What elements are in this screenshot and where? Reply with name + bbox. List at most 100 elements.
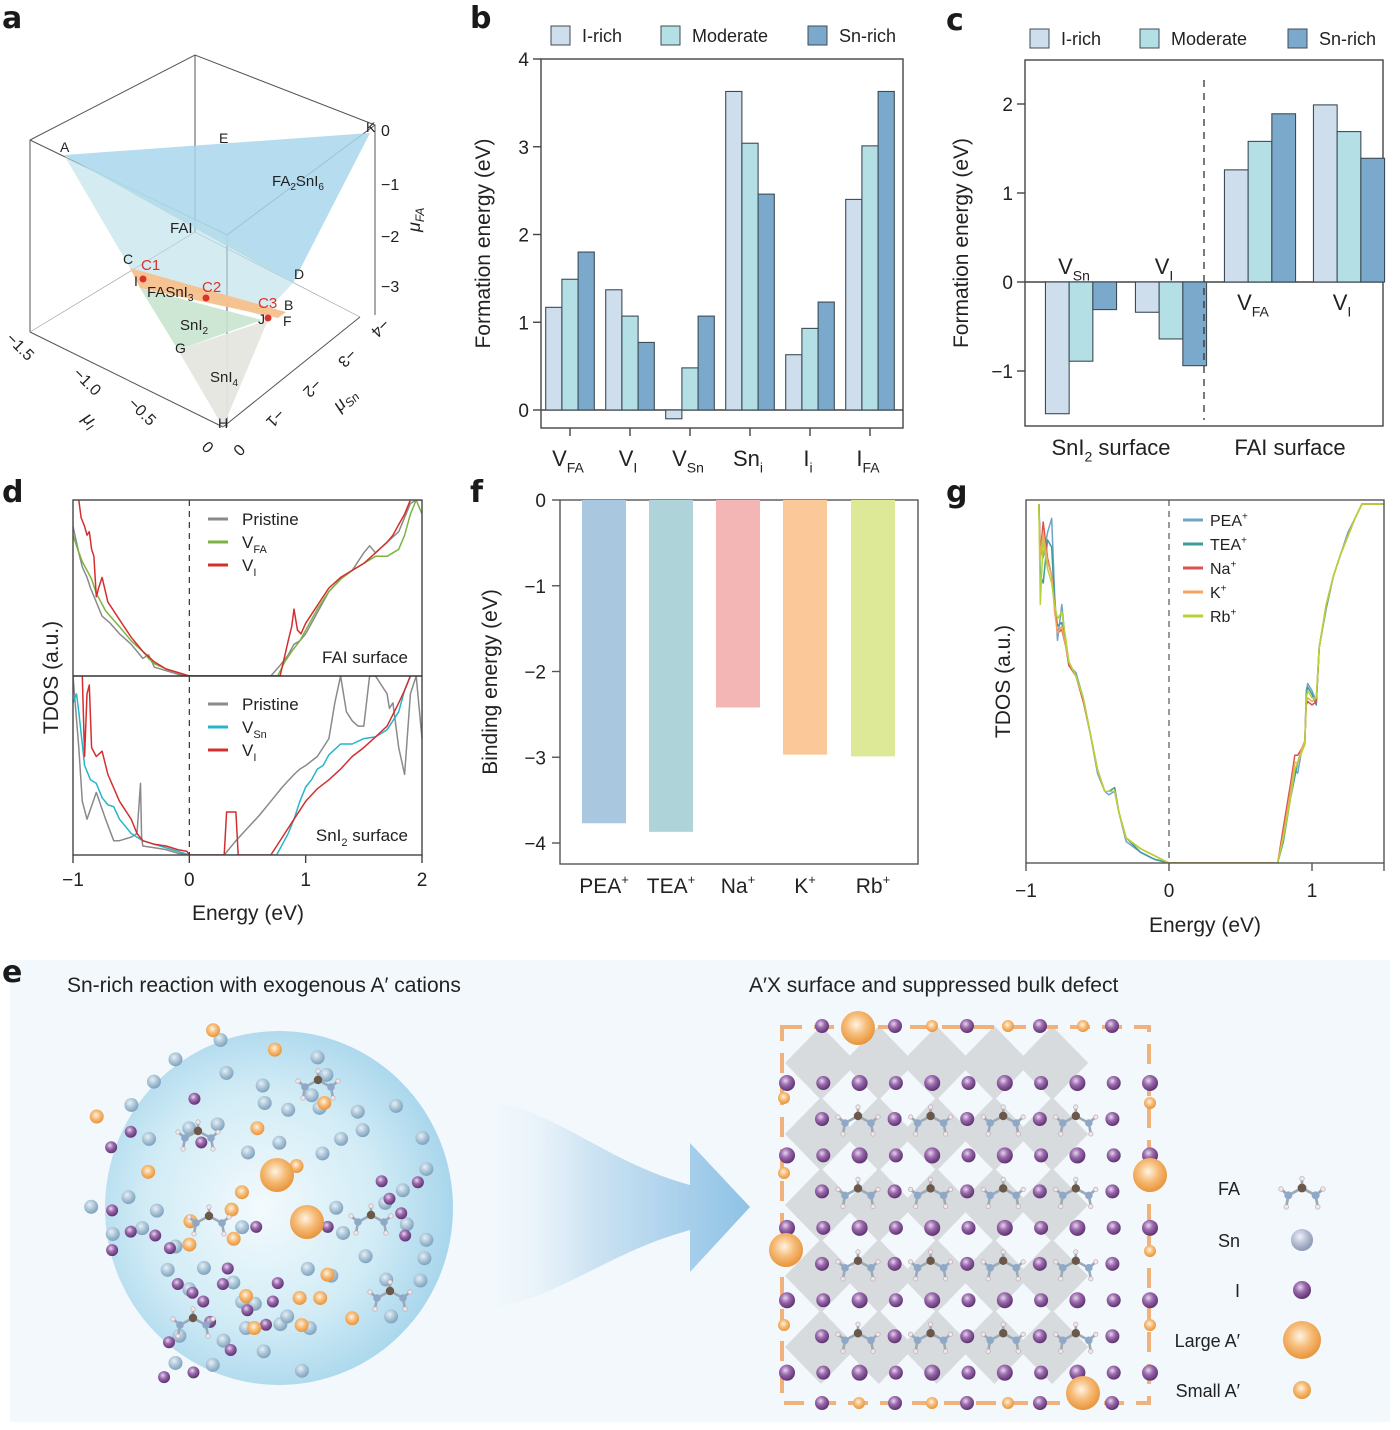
carbon-atom bbox=[193, 1126, 203, 1136]
legend-label-sn-rich: Sn-rich bbox=[1319, 29, 1376, 49]
hydrogen-atom bbox=[215, 1129, 221, 1135]
i-atom bbox=[815, 1256, 829, 1271]
i-atom bbox=[924, 1219, 941, 1236]
y-tick-label: 0 bbox=[518, 401, 529, 422]
small-a-cation bbox=[224, 1202, 239, 1217]
small-a-cation-icon bbox=[1293, 1381, 1311, 1399]
bar-i-rich bbox=[665, 409, 683, 420]
hydrogen-atom bbox=[928, 1321, 934, 1327]
large-a-cation bbox=[769, 1233, 803, 1267]
i-atom bbox=[259, 1318, 272, 1331]
hydrogen-atom bbox=[840, 1348, 846, 1354]
sn-atom bbox=[415, 1130, 430, 1145]
hydrogen-atom bbox=[1020, 1331, 1026, 1337]
hydrogen-atom bbox=[855, 1104, 861, 1110]
y-tick-label: −1 bbox=[991, 362, 1013, 383]
hydrogen-atom bbox=[353, 1230, 359, 1236]
sn-atom bbox=[196, 1260, 211, 1275]
point-F: F bbox=[283, 313, 292, 329]
i-atom bbox=[888, 1220, 903, 1235]
i-atom bbox=[779, 1075, 795, 1091]
hydrogen-atom bbox=[1015, 1203, 1021, 1209]
small-a-cation bbox=[1144, 1319, 1156, 1331]
fa-molecule bbox=[835, 1321, 881, 1354]
tick-mui-1.5: −1.5 bbox=[2, 330, 36, 364]
hydrogen-atom bbox=[1093, 1259, 1099, 1265]
i-atom bbox=[271, 1277, 284, 1290]
sn-atom bbox=[226, 1275, 241, 1290]
hydrogen-atom bbox=[1073, 1249, 1079, 1255]
fa-molecule-icon bbox=[1278, 1175, 1326, 1210]
fa-molecule bbox=[835, 1176, 881, 1209]
hydrogen-atom bbox=[908, 1114, 914, 1120]
i-atom bbox=[195, 1136, 208, 1149]
plot-frame bbox=[540, 58, 904, 429]
i-atom bbox=[815, 1184, 829, 1199]
i-atom bbox=[1032, 1112, 1047, 1126]
i-atom bbox=[961, 1365, 976, 1380]
axis-label-musn: μSn bbox=[328, 383, 363, 418]
bar-i-rich bbox=[845, 198, 863, 411]
fa-molecule bbox=[1053, 1104, 1099, 1137]
bar-i-rich bbox=[785, 354, 803, 411]
small-a-cation bbox=[1144, 1097, 1156, 1109]
sn-atom bbox=[310, 1050, 325, 1065]
small-a-cation bbox=[1002, 1397, 1014, 1409]
y-tick-label: 4 bbox=[518, 50, 529, 71]
axis-label-mufa: μFA bbox=[404, 208, 427, 233]
legend-label: TEA+ bbox=[1210, 535, 1247, 554]
hydrogen-atom bbox=[388, 1213, 394, 1219]
i-atom bbox=[1034, 1293, 1049, 1308]
x-tick-label: 1 bbox=[300, 870, 311, 891]
large-a-cation bbox=[841, 1011, 875, 1045]
large-a-cation bbox=[290, 1205, 324, 1239]
i-atom bbox=[197, 1295, 210, 1308]
sn-atom bbox=[355, 1123, 370, 1138]
nitrogen-atom bbox=[1012, 1336, 1020, 1345]
tick-musn-2: −2 bbox=[299, 375, 324, 400]
i-atom bbox=[888, 1293, 903, 1308]
i-atom bbox=[888, 1019, 902, 1033]
i-atom bbox=[106, 1244, 119, 1257]
legend-label: Rb+ bbox=[1210, 607, 1236, 626]
legend-label-i-rich: I-rich bbox=[582, 26, 622, 46]
nitrogen-atom bbox=[1012, 1119, 1020, 1127]
hydrogen-atom bbox=[948, 1331, 954, 1337]
bar-i-rich bbox=[1223, 169, 1249, 283]
point-H: H bbox=[218, 415, 228, 431]
tick-mufa-2: −2 bbox=[381, 229, 399, 246]
hydrogen-atom bbox=[1320, 1186, 1326, 1192]
sn-atom bbox=[300, 1261, 315, 1276]
sn-atom bbox=[329, 1200, 344, 1215]
large-a-cation bbox=[1066, 1376, 1100, 1410]
legend-label: VFA bbox=[242, 533, 267, 556]
carbon-atom bbox=[926, 1256, 935, 1266]
hydrogen-atom bbox=[180, 1146, 186, 1152]
hydrogen-atom bbox=[943, 1348, 949, 1354]
hydrogen-atom bbox=[175, 1333, 181, 1339]
sn-atom bbox=[350, 1104, 365, 1119]
hydrogen-atom bbox=[835, 1186, 841, 1192]
bar-sn-rich bbox=[637, 341, 655, 411]
carbon-atom bbox=[999, 1111, 1008, 1121]
legend-label-largea: Large A′ bbox=[1175, 1331, 1241, 1351]
sn-atom bbox=[319, 1067, 334, 1082]
condition-dot-C3 bbox=[264, 314, 272, 322]
i-atom bbox=[996, 1075, 1013, 1091]
i-atom bbox=[815, 1396, 829, 1410]
sn-octahedron bbox=[958, 1168, 1031, 1242]
hydrogen-atom bbox=[870, 1131, 876, 1137]
hydrogen-atom bbox=[335, 1078, 341, 1084]
hydrogen-atom bbox=[295, 1078, 301, 1084]
hydrogen-atom bbox=[985, 1131, 991, 1137]
bar-sn-rich bbox=[577, 251, 595, 411]
hydrogen-atom bbox=[835, 1331, 841, 1337]
hydrogen-atom bbox=[980, 1186, 986, 1192]
carbon-atom bbox=[926, 1184, 935, 1193]
hydrogen-atom bbox=[387, 1279, 393, 1285]
bar-sn-rich bbox=[1092, 281, 1118, 311]
sn-atom bbox=[160, 1262, 175, 1277]
sn-octahedron bbox=[785, 1239, 857, 1313]
subplot-fai-surface-lines bbox=[73, 500, 422, 676]
hydrogen-atom bbox=[980, 1114, 986, 1120]
